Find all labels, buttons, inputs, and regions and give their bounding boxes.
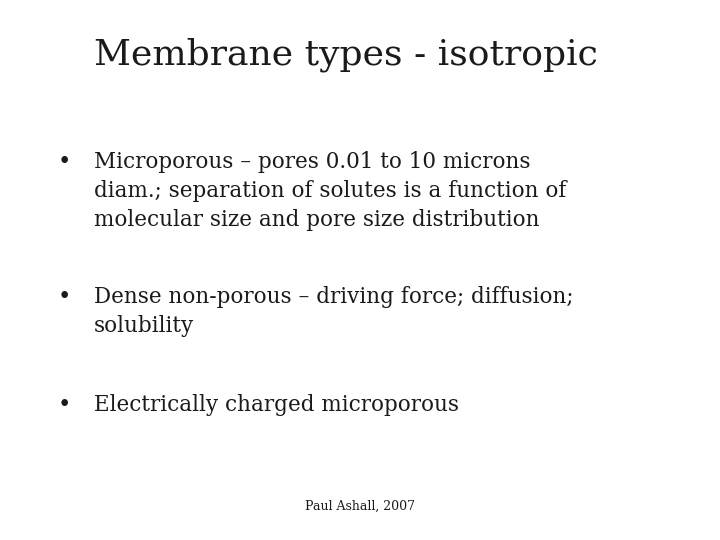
Text: •: • — [58, 151, 71, 173]
Text: •: • — [58, 394, 71, 416]
Text: Electrically charged microporous: Electrically charged microporous — [94, 394, 459, 416]
Text: •: • — [58, 286, 71, 308]
Text: Microporous – pores 0.01 to 10 microns
diam.; separation of solutes is a functio: Microporous – pores 0.01 to 10 microns d… — [94, 151, 566, 231]
Text: Dense non-porous – driving force; diffusion;
solubility: Dense non-porous – driving force; diffus… — [94, 286, 573, 337]
Text: Membrane types - isotropic: Membrane types - isotropic — [94, 38, 598, 72]
Text: Paul Ashall, 2007: Paul Ashall, 2007 — [305, 500, 415, 513]
